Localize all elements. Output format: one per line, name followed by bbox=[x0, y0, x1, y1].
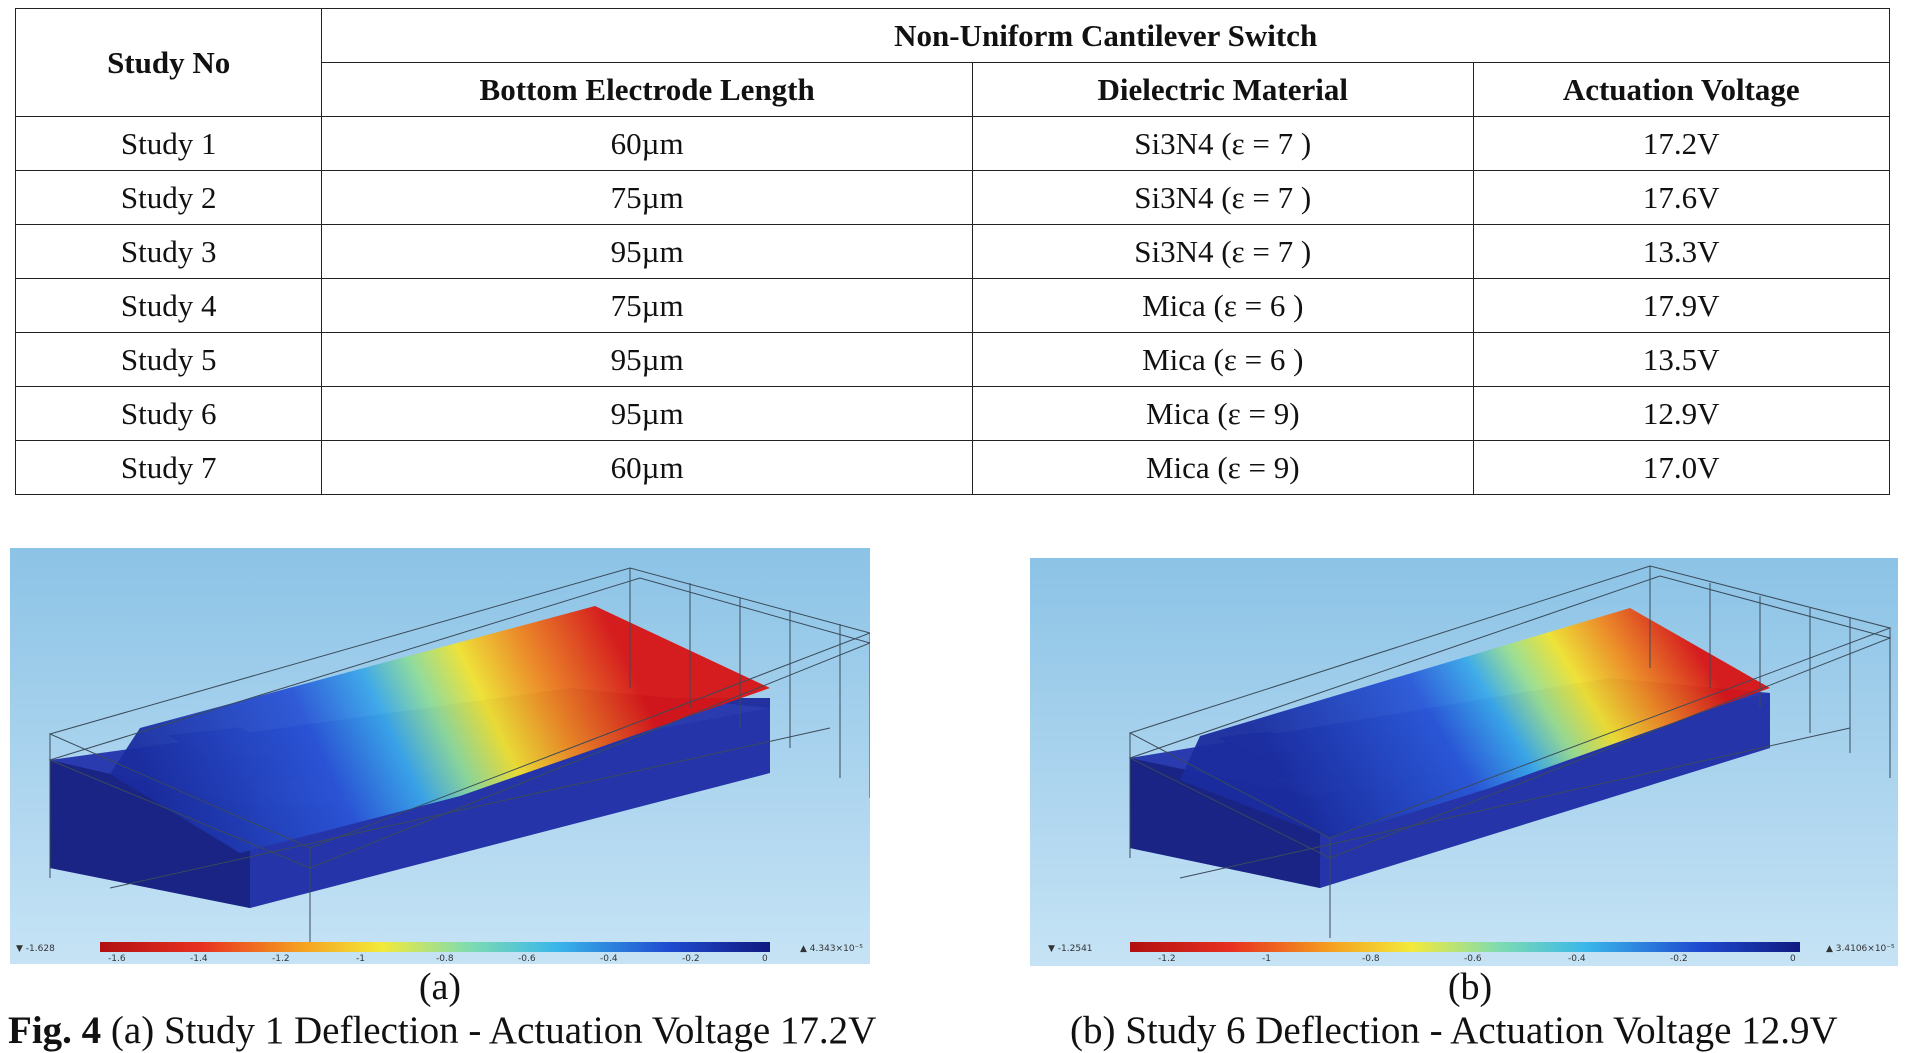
colorbar-max-b: ▲ 3.4106×10⁻⁵ bbox=[1826, 944, 1895, 954]
header-study-no: Study No bbox=[14, 8, 323, 117]
cell-voltage: 17.6V bbox=[1472, 170, 1890, 225]
header-voltage: Actuation Voltage bbox=[1472, 62, 1890, 117]
table-row: Study 2 75µm Si3N4 (ε = 7 ) 17.6V bbox=[14, 170, 1890, 225]
colorbar-tick: -1.2 bbox=[1158, 954, 1176, 964]
colorbar-tick: -0.4 bbox=[1568, 954, 1586, 964]
colorbar-tick: -1.6 bbox=[108, 954, 126, 964]
header-dielectric: Dielectric Material bbox=[971, 62, 1474, 117]
caption-text-b: (b) Study 6 Deflection - Actuation Volta… bbox=[1070, 1009, 1838, 1052]
colorbar-tick: -1 bbox=[1262, 954, 1271, 964]
cell-material: Mica (ε = 6 ) bbox=[971, 278, 1474, 333]
table-row: Study 4 75µm Mica (ε = 6 ) 17.9V bbox=[14, 278, 1890, 333]
header-bottom-electrode: Bottom Electrode Length bbox=[321, 62, 973, 117]
cell-voltage: 13.3V bbox=[1472, 224, 1890, 279]
cell-study: Study 1 bbox=[14, 116, 323, 171]
figure-b-label: (b) bbox=[1447, 966, 1493, 1008]
cell-voltage: 12.9V bbox=[1472, 386, 1890, 441]
header-group: Non-Uniform Cantilever Switch bbox=[321, 8, 1890, 63]
figure-caption-right: (b) Study 6 Deflection - Actuation Volta… bbox=[1070, 1008, 1838, 1053]
figure-b-render: ▼ -1.2541 ▲ 3.4106×10⁻⁵ -1.2 -1 -0.8 -0.… bbox=[1030, 558, 1898, 966]
colorbar-tick: 0 bbox=[762, 954, 768, 964]
colorbar-min-b: ▼ -1.2541 bbox=[1048, 944, 1093, 954]
cell-study: Study 4 bbox=[14, 278, 323, 333]
colorbar-tick: 0 bbox=[1790, 954, 1796, 964]
cell-length: 75µm bbox=[321, 278, 973, 333]
figure-b-simulation: ▼ -1.2541 ▲ 3.4106×10⁻⁵ -1.2 -1 -0.8 -0.… bbox=[1030, 558, 1898, 966]
cell-voltage: 17.9V bbox=[1472, 278, 1890, 333]
table-row: Study 5 95µm Mica (ε = 6 ) 13.5V bbox=[14, 332, 1890, 387]
cell-material: Mica (ε = 6 ) bbox=[971, 332, 1474, 387]
figure-a-simulation: ▼ -1.628 ▲ 4.343×10⁻⁵ -1.6 -1.4 -1.2 -1 … bbox=[10, 548, 870, 964]
cell-study: Study 3 bbox=[14, 224, 323, 279]
colorbar-max-a: ▲ 4.343×10⁻⁵ bbox=[800, 944, 863, 954]
cell-material: Mica (ε = 9) bbox=[971, 440, 1474, 495]
colorbar-tick: -1 bbox=[356, 954, 365, 964]
cell-material: Si3N4 (ε = 7 ) bbox=[971, 170, 1474, 225]
colorbar-tick: -0.8 bbox=[1362, 954, 1380, 964]
cell-study: Study 2 bbox=[14, 170, 323, 225]
cell-material: Mica (ε = 9) bbox=[971, 386, 1474, 441]
colorbar-tick: -1.4 bbox=[190, 954, 208, 964]
table-row: Study 3 95µm Si3N4 (ε = 7 ) 13.3V bbox=[14, 224, 1890, 279]
table-row: Study 7 60µm Mica (ε = 9) 17.0V bbox=[14, 440, 1890, 495]
cell-length: 95µm bbox=[321, 386, 973, 441]
cell-length: 75µm bbox=[321, 170, 973, 225]
cell-length: 60µm bbox=[321, 440, 973, 495]
colorbar-tick: -0.6 bbox=[518, 954, 536, 964]
cell-voltage: 17.0V bbox=[1472, 440, 1890, 495]
cell-study: Study 5 bbox=[14, 332, 323, 387]
caption-text-a: (a) Study 1 Deflection - Actuation Volta… bbox=[101, 1009, 877, 1052]
cell-study: Study 6 bbox=[14, 386, 323, 441]
cell-study: Study 7 bbox=[14, 440, 323, 495]
cell-voltage: 13.5V bbox=[1472, 332, 1890, 387]
table-row: Study 1 60µm Si3N4 (ε = 7 ) 17.2V bbox=[14, 116, 1890, 171]
colorbar-tick: -0.8 bbox=[436, 954, 454, 964]
figure-number: Fig. 4 bbox=[8, 1009, 102, 1052]
colorbar-tick: -1.2 bbox=[272, 954, 290, 964]
cell-material: Si3N4 (ε = 7 ) bbox=[971, 224, 1474, 279]
colorbar-tick: -0.6 bbox=[1464, 954, 1482, 964]
cell-material: Si3N4 (ε = 7 ) bbox=[971, 116, 1474, 171]
cell-voltage: 17.2V bbox=[1472, 116, 1890, 171]
table-row: Study 6 95µm Mica (ε = 9) 12.9V bbox=[14, 386, 1890, 441]
figure-a-label: (a) bbox=[418, 966, 462, 1008]
colorbar-tick: -0.4 bbox=[600, 954, 618, 964]
colorbar-tick: -0.2 bbox=[1670, 954, 1688, 964]
cell-length: 95µm bbox=[321, 332, 973, 387]
cell-length: 95µm bbox=[321, 224, 973, 279]
results-table: Study No Non-Uniform Cantilever Switch B… bbox=[14, 8, 1890, 495]
figure-caption-left: Fig. 4 (a) Study 1 Deflection - Actuatio… bbox=[8, 1008, 876, 1053]
cell-length: 60µm bbox=[321, 116, 973, 171]
figure-a-render: ▼ -1.628 ▲ 4.343×10⁻⁵ -1.6 -1.4 -1.2 -1 … bbox=[10, 548, 870, 964]
colorbar-min-a: ▼ -1.628 bbox=[16, 944, 55, 954]
colorbar-tick: -0.2 bbox=[682, 954, 700, 964]
